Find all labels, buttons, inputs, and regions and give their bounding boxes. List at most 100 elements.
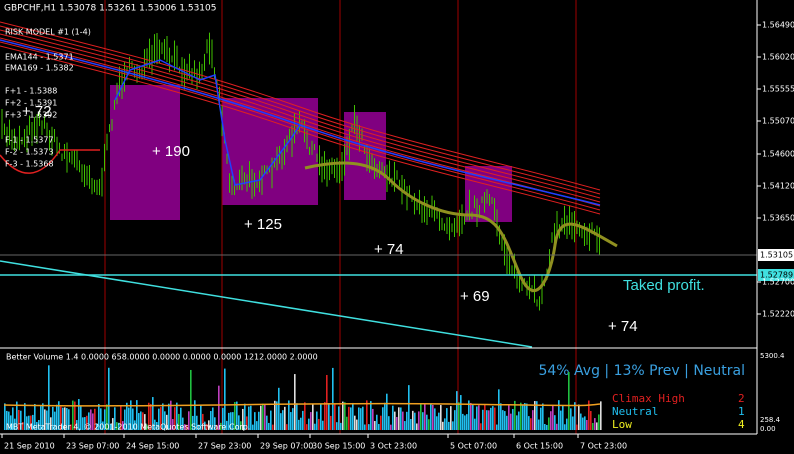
volume-bar — [72, 400, 74, 430]
volume-bar — [386, 393, 388, 430]
volume-bar — [518, 411, 520, 430]
volume-bar — [478, 405, 480, 430]
volume-bar — [384, 402, 386, 430]
volume-bar — [542, 403, 544, 430]
volume-bar — [22, 422, 24, 430]
trade-box — [465, 166, 512, 222]
volume-bar — [52, 406, 54, 430]
volume-bar — [526, 403, 528, 430]
volume-bar — [536, 401, 538, 430]
indicator-label: RISK MODEL #1 (1-4) — [5, 28, 91, 37]
volume-bar — [124, 409, 126, 430]
volume-bar — [436, 416, 438, 430]
volume-bar — [140, 411, 142, 430]
volume-bar — [102, 421, 104, 430]
volume-bar — [514, 400, 516, 430]
volume-bar — [260, 405, 262, 430]
volume-bar — [248, 406, 250, 430]
volume-bar — [364, 424, 366, 430]
volume-bar — [586, 420, 588, 430]
volume-bar — [112, 418, 114, 430]
time-tick-label: 3 Oct 23:00 — [370, 442, 417, 451]
volume-bar — [232, 412, 234, 430]
volume-bar — [454, 410, 456, 430]
volume-bar — [62, 407, 64, 430]
volume-bar — [552, 405, 554, 430]
volume-bar — [324, 402, 326, 430]
volume-bar — [446, 408, 448, 430]
volume-bar — [368, 424, 370, 430]
legend-count: 2 — [738, 392, 745, 405]
volume-bar — [198, 424, 200, 430]
volume-bar — [82, 417, 84, 430]
volume-bar — [550, 411, 552, 430]
volume-bar — [46, 410, 48, 430]
volume-bar — [98, 403, 100, 430]
volume-bar — [444, 418, 446, 430]
smoothed-line — [304, 161, 618, 292]
volume-bar — [244, 403, 246, 430]
volume-bar — [210, 411, 212, 430]
volume-bar — [600, 401, 602, 430]
volume-bar — [288, 400, 290, 430]
volume-bar — [532, 410, 534, 430]
take-profit-box — [758, 269, 794, 281]
volume-bar — [194, 400, 196, 430]
volume-bar — [304, 402, 306, 430]
volume-bar — [426, 414, 428, 430]
volume-bar — [158, 408, 160, 430]
volume-bar — [442, 421, 444, 430]
volume-bar — [212, 407, 214, 430]
volume-bar — [308, 418, 310, 430]
volume-bar — [574, 402, 576, 430]
volume-bar — [274, 400, 276, 430]
volume-bar — [4, 403, 6, 430]
volume-bar — [556, 423, 558, 430]
volume-bar — [54, 411, 56, 430]
volume-bar — [80, 405, 82, 430]
window-title: GBPCHF,H1 1.53078 1.53261 1.53006 1.5310… — [4, 4, 216, 14]
price-chart — [110, 85, 512, 222]
time-tick-label: 6 Oct 15:00 — [516, 442, 563, 451]
volume-bar — [114, 407, 116, 430]
take-profit-label: 1.52789 — [760, 271, 793, 280]
volume-bar — [64, 407, 66, 430]
volume-bar — [44, 409, 46, 430]
volume-bar — [462, 413, 464, 430]
volume-tick-label: 258.4 — [760, 416, 781, 424]
volume-bar — [580, 413, 582, 430]
volume-bar — [130, 400, 132, 430]
volume-bar — [400, 407, 402, 430]
volume-bar — [390, 424, 392, 430]
volume-bar — [286, 424, 288, 430]
volume-bar — [116, 422, 118, 430]
volume-bar — [60, 406, 62, 430]
volume-bar — [560, 410, 562, 430]
indicator-label: F-1 - 1.5377 — [5, 136, 54, 145]
volume-bar — [342, 401, 344, 430]
price-tick-label: 1.56490 — [762, 21, 794, 30]
volume-bar — [332, 367, 334, 430]
volume-bar — [154, 419, 156, 430]
volume-bar — [472, 404, 474, 430]
volume-bar — [352, 402, 354, 430]
volume-bar — [222, 407, 224, 430]
volume-bar — [262, 403, 264, 430]
volume-bar — [48, 365, 50, 430]
volume-bar — [190, 369, 192, 430]
volume-bar — [36, 421, 38, 430]
volume-bar — [136, 400, 138, 430]
volume-bar — [534, 401, 536, 430]
volume-bar — [594, 418, 596, 430]
volume-bar — [178, 413, 180, 430]
volume-bar — [108, 367, 110, 430]
volume-bar — [516, 415, 518, 430]
volume-bar — [356, 419, 358, 430]
volume-bar — [76, 420, 78, 430]
volume-bar — [150, 403, 152, 430]
volume-bar — [376, 414, 378, 430]
annotation: + 74 — [608, 318, 638, 335]
volume-bar — [372, 408, 374, 430]
volume-bar — [276, 401, 278, 430]
volume-bar — [224, 368, 226, 430]
